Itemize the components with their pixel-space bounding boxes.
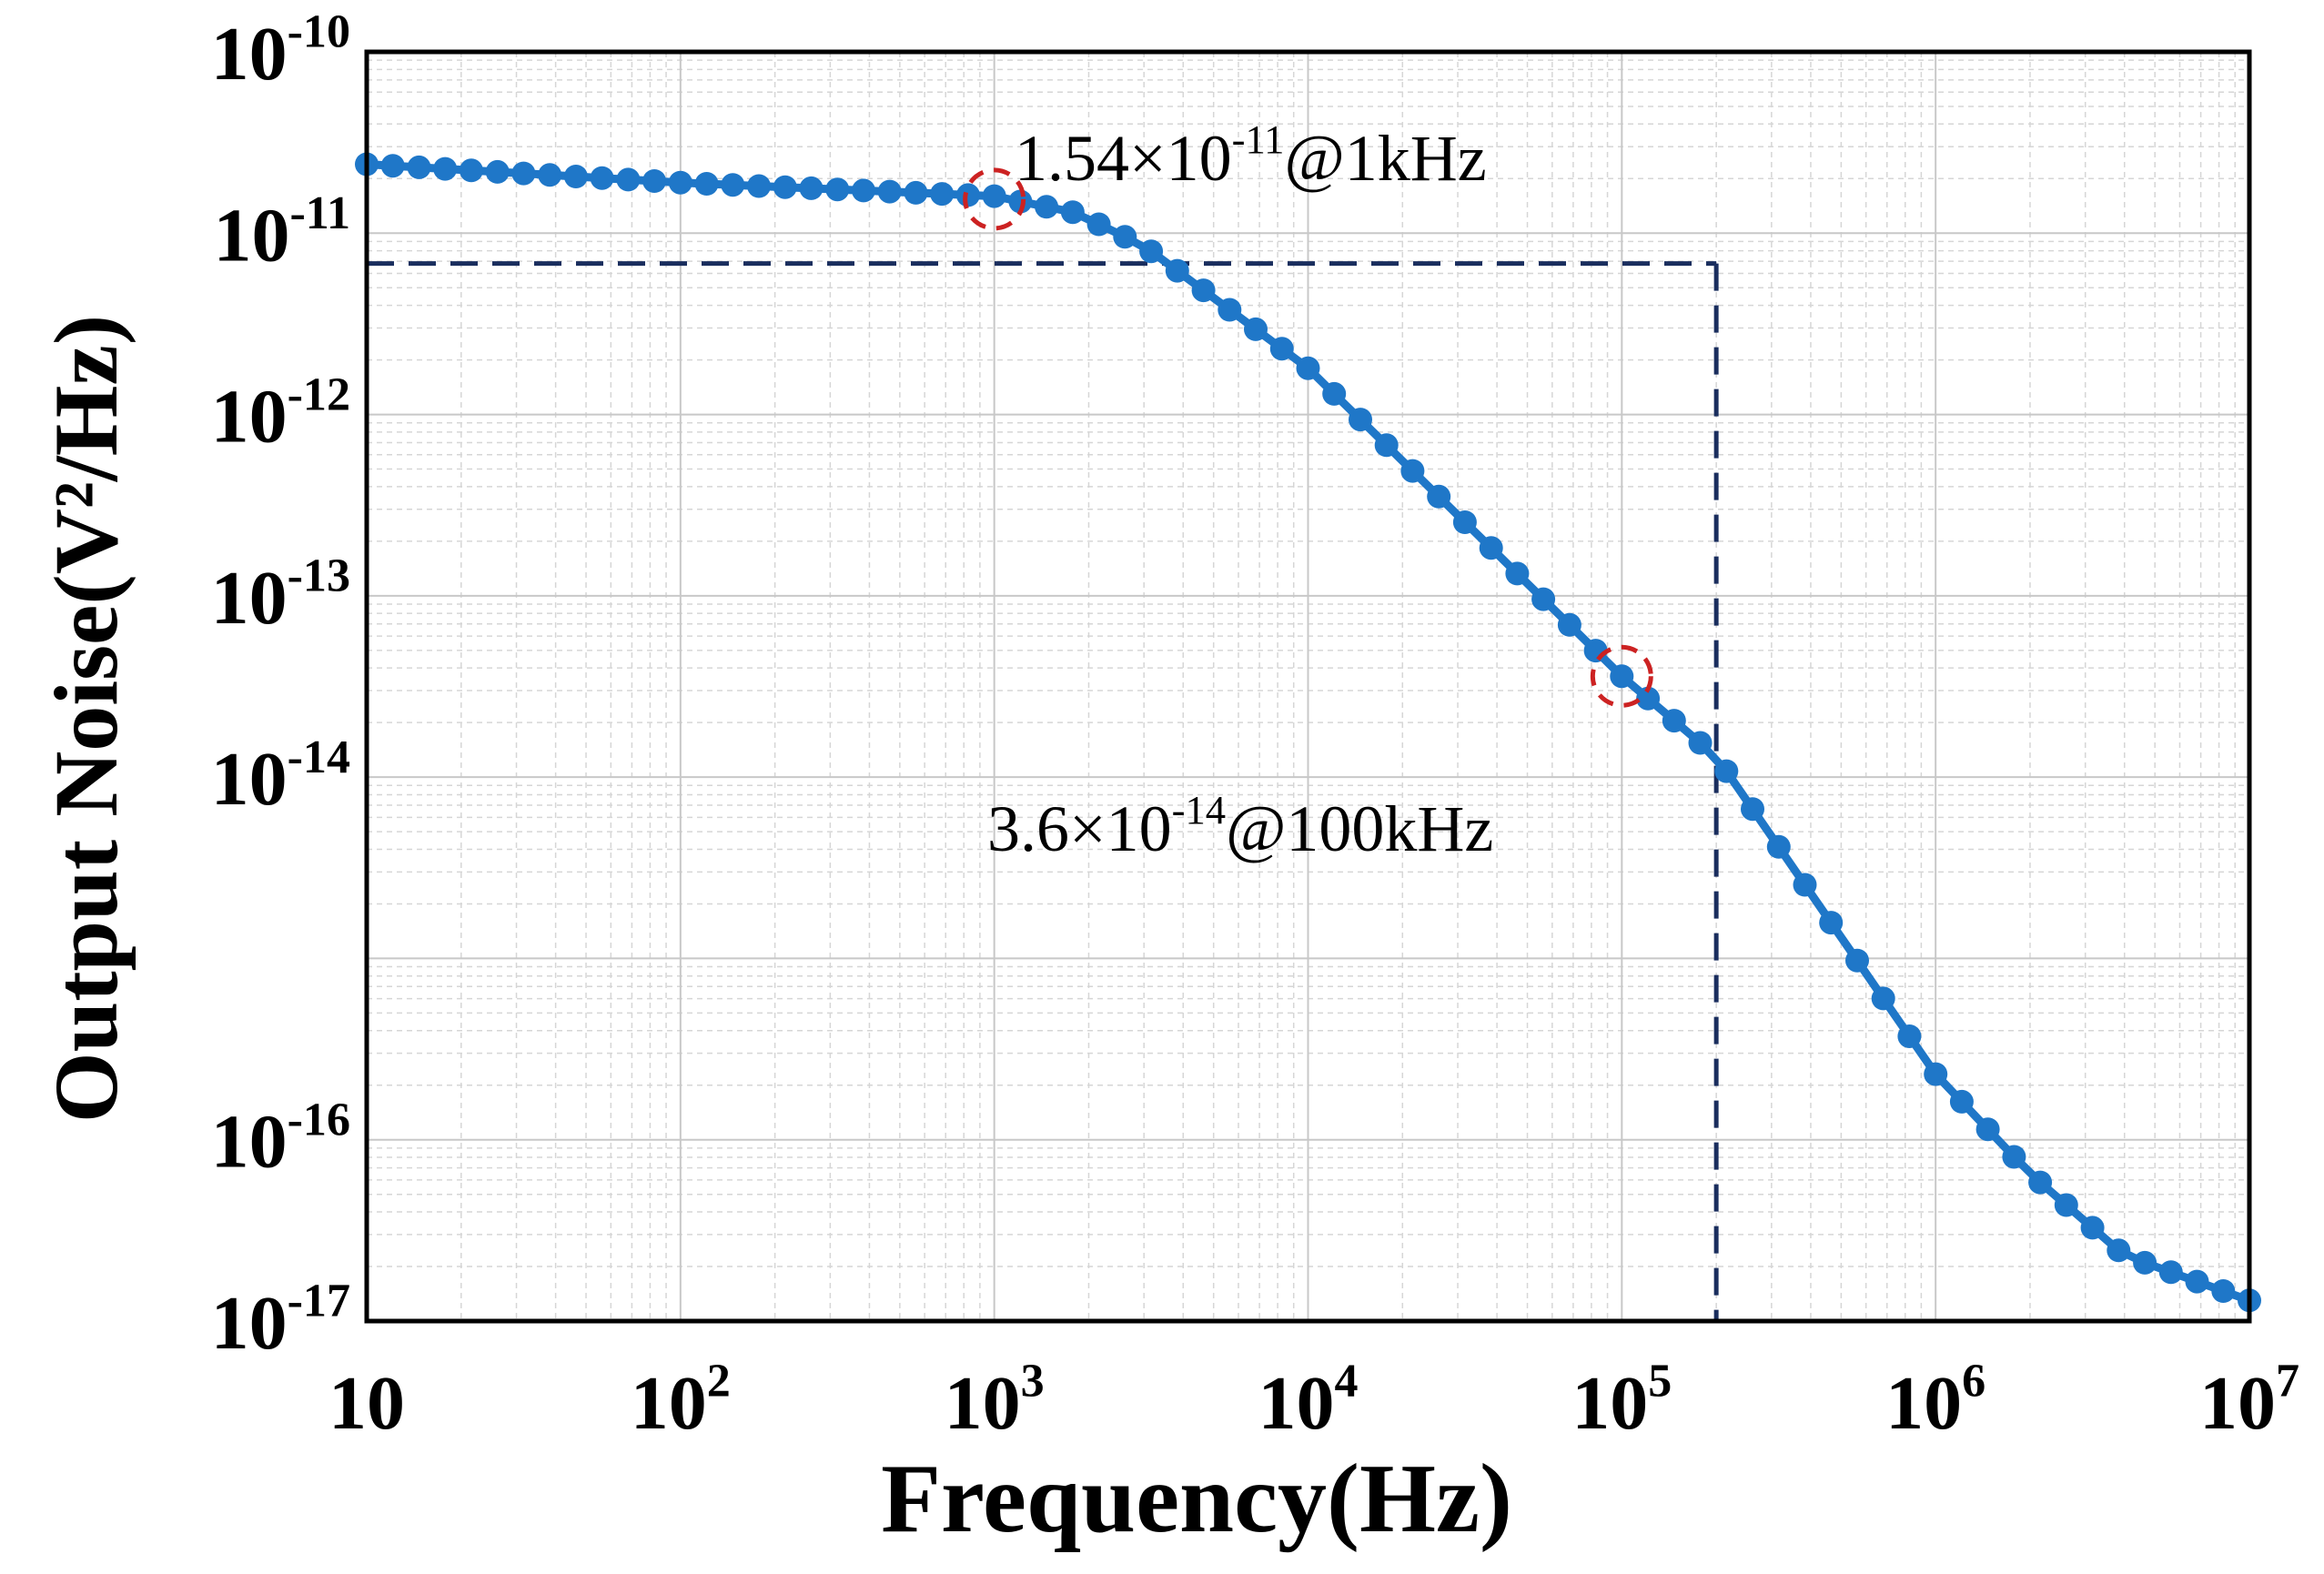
data-point [1688,731,1713,755]
data-point [825,177,850,202]
data-point [1531,587,1556,611]
annotation-label: 1.54×10-11@1kHz [1015,116,1487,195]
data-point [904,180,928,205]
data-point [1322,381,1347,406]
y-tick-label: 10-16 [211,1094,350,1184]
data-point [1218,298,1242,322]
annotation-circle [1590,644,1653,708]
annotation-labels: 1.54×10-11@1kHz 3.6×10-14@100kHz [987,116,1493,865]
data-point [563,165,588,188]
data-point [380,154,405,178]
data-point [799,176,824,200]
data-point [1296,356,1320,380]
data-point [1086,212,1111,237]
data-point [982,184,1006,208]
data-point [1924,1062,1948,1086]
data-point [1035,195,1059,219]
x-tick-label: 104 [1258,1356,1358,1446]
data-point [1269,337,1294,361]
data-point [1636,686,1661,711]
data-point [2185,1269,2209,1294]
data-point [590,166,614,190]
annotation-markers [963,167,1653,708]
y-tick-label: 10-11 [213,187,350,277]
data-point [1714,759,1739,783]
data-point [1662,709,1686,733]
x-tick-labels: 10 102 103 104 105 106 107 [328,1356,2299,1446]
data-point [1400,459,1425,483]
data-point [1505,561,1530,586]
y-tick-label: 10-13 [211,550,350,641]
y-tick-label: 10-10 [211,6,350,96]
data-point [747,174,771,198]
data-point [433,156,458,181]
data-point [2054,1193,2078,1217]
plot-frame [364,49,2252,1324]
data-point [407,155,431,179]
x-axis-title: Frequency(Hz) [881,1445,1512,1553]
y-tick-label: 10-14 [211,732,350,822]
data-point [1060,200,1085,225]
annotation-circle [963,167,1026,231]
data-point [2002,1145,2026,1169]
data-point [773,175,797,199]
data-point [1452,510,1477,534]
data-point [1793,873,1817,897]
data-point [485,159,510,184]
data-point [2107,1238,2131,1263]
data-point [1479,536,1503,560]
data-point [1897,1024,1922,1048]
data-point [1819,911,1844,935]
data-point [1741,797,1764,822]
data-point [1374,433,1399,458]
data-point [930,182,955,207]
data-point [1557,612,1581,637]
data-point [2133,1250,2157,1275]
y-tick-label: 10-17 [211,1276,350,1366]
data-point [1139,239,1164,264]
data-point [1244,317,1268,341]
data-point [2211,1279,2236,1303]
data-point [955,183,980,207]
data-point [2028,1170,2053,1195]
data-point [1191,278,1216,303]
data-point [1975,1117,2000,1142]
x-tick-label: 103 [945,1356,1045,1446]
data-point [538,163,562,187]
data-point [1845,948,1869,973]
major-grid [366,52,2249,1322]
x-tick-label: 10 [328,1361,405,1446]
data-point [852,178,875,203]
data-point [511,161,536,186]
data-point [1949,1089,1974,1114]
data-point [642,169,667,193]
data-point [459,158,483,183]
y-tick-labels: 10-10 10-11 10-12 10-13 10-14 10-16 10-17 [211,6,350,1366]
data-point [877,179,902,204]
data-point [1427,484,1451,509]
data-point [1165,258,1189,283]
reference-lines [367,261,1719,1321]
data-point [1766,834,1791,859]
data-point [2158,1260,2183,1285]
data-point [1610,664,1634,689]
x-tick-label: 106 [1885,1356,1986,1446]
x-tick-label: 105 [1571,1356,1672,1446]
data-point [1871,986,1895,1011]
annotation-label: 3.6×10-14@100kHz [987,787,1493,865]
data-point [1008,189,1033,214]
data-point [668,170,692,195]
data-point [1113,225,1137,249]
x-tick-label: 107 [2199,1356,2299,1446]
x-tick-label: 102 [631,1356,731,1446]
y-axis-title: Output Noise(V²/Hz) [35,315,136,1123]
y-tick-label: 10-12 [211,368,350,459]
data-point [616,167,641,192]
data-point [694,172,719,196]
data-point [2080,1216,2105,1240]
data-point [1349,408,1372,432]
series-group [355,152,2261,1313]
data-point [721,173,745,197]
